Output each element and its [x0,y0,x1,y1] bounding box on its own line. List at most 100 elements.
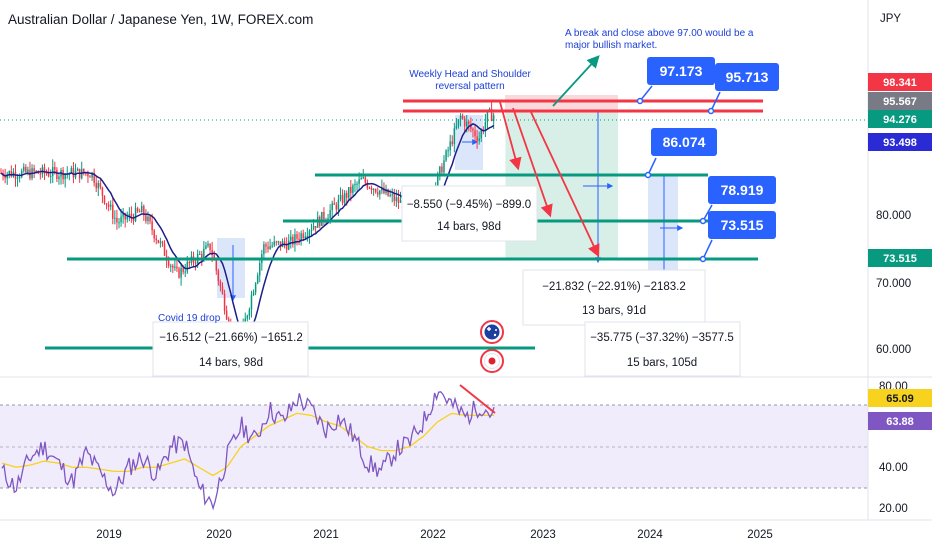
candle-body [126,217,129,220]
candle-body [8,171,11,175]
time-tick-label: 2024 [637,529,663,541]
level-tag-97173[interactable] [647,57,715,85]
level-tag-95713[interactable] [715,63,779,91]
candle-body [205,245,207,249]
rsi-badge-label: 65.09 [886,393,914,405]
measure-box-2[interactable] [522,269,706,326]
candle-body [16,177,19,179]
candle-body [211,250,213,256]
candle-body [221,286,224,294]
measure-box-3-line2: 14 bars, 98d [199,357,263,369]
level-tag-73515[interactable] [708,211,776,239]
candle-body [474,130,476,137]
candle-body [101,187,104,196]
price-tick-70: 70.000 [876,278,911,290]
candle-body [323,211,325,221]
candle-body [18,176,21,178]
candle-body [93,172,95,184]
price-badge [868,249,932,267]
candle-body [83,168,85,174]
candle-body [290,236,292,241]
candle-body [376,192,379,195]
candle-body [109,204,112,207]
candle-body [449,141,451,151]
candle-body [304,236,307,239]
price-badge-label: 94.276 [883,114,917,126]
candle-body [134,208,137,221]
candle-body [387,189,389,196]
candle-body [350,186,352,193]
measure-box-1-line2: 14 bars, 98d [437,221,501,233]
candle-body [112,204,114,219]
japan-flag-icon[interactable] [480,349,504,373]
candle-body [178,268,180,278]
candle-body [265,244,267,247]
candle-body [43,167,46,174]
candle-body [143,206,145,216]
candle-body [306,235,309,237]
candle-body [105,203,108,205]
projection-arrow-1 [499,101,522,171]
time-tick-label: 2022 [420,529,446,541]
candle-body [385,189,387,194]
candle-body [466,121,468,127]
candle-body [333,203,336,205]
level-tag-78919-label: 78.919 [721,182,764,198]
candle-body [194,262,197,264]
candle-body [358,179,360,184]
candle-body [256,275,259,284]
candle-body [128,213,131,218]
measure-box-4-line2: 15 bars, 105d [627,357,697,369]
rsi-badge-label: 63.88 [886,416,914,428]
candle-body [20,170,23,177]
candle-body [174,266,176,268]
level-tag-86074[interactable] [651,128,717,156]
candle-body [269,246,271,249]
candle-body [132,216,135,221]
measure-box-3[interactable] [152,321,309,377]
measure-box-1[interactable] [401,185,538,242]
candle-body [54,167,56,170]
candle-body [248,309,251,316]
candle-body [354,184,356,186]
time-tick-label: 2019 [96,529,122,541]
candle-body [39,173,42,175]
candle-body [490,108,493,122]
chart-title: Australian Dollar / Japanese Yen, 1W, FO… [8,12,313,27]
candle-body [486,110,489,122]
candle-body [254,283,257,293]
candle-body [271,245,273,247]
candle-body [122,213,124,217]
candle-body [188,261,191,263]
candle-body [339,194,342,200]
candle-body [97,183,100,189]
candle-body [198,253,201,255]
time-tick-label: 2020 [206,529,232,541]
candle-body [292,236,294,245]
candle-body [308,231,311,236]
candle-body [437,173,439,186]
candle-body [147,216,149,222]
candle-body [23,166,25,171]
candle-body [370,187,373,190]
candle-body [463,118,466,127]
candle-body [381,187,383,191]
candle-body [368,187,371,189]
projection-arrow-3 [529,109,600,258]
candle-body [107,204,110,207]
measure-box-4[interactable] [584,321,741,377]
level-tag-78919[interactable] [708,176,776,204]
candle-body [99,183,102,188]
australia-flag-icon[interactable] [480,320,504,344]
candle-body [85,173,87,175]
candle-body [310,229,313,232]
candle-body [138,211,141,213]
candle-body [259,263,261,276]
price-badge-label: 73.515 [883,253,917,265]
candle-body [244,318,247,324]
candle-body [300,233,302,241]
candle-body [76,168,79,171]
candle-body [298,238,300,241]
candle-body [356,183,358,185]
